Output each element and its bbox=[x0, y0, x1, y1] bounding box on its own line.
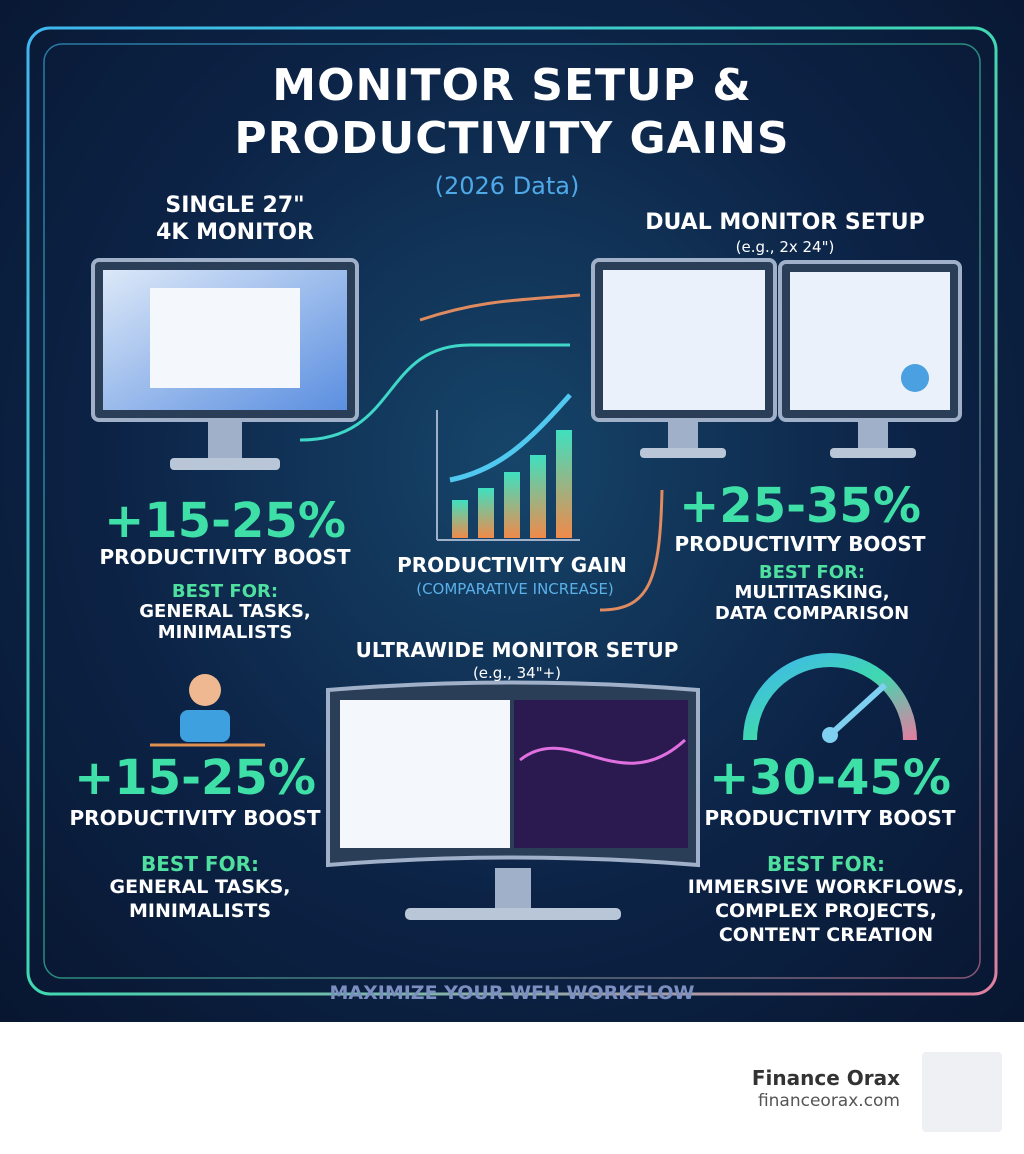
frame-inner bbox=[43, 43, 981, 979]
heading: 4K MONITOR bbox=[156, 220, 314, 245]
best-for-item: CONTENT CREATION bbox=[718, 924, 934, 946]
frame bbox=[26, 26, 998, 996]
best-for-label: BEST FOR: bbox=[767, 852, 885, 876]
boost-label: PRODUCTIVITY BOOST bbox=[69, 806, 321, 830]
boost: +15-25% bbox=[104, 493, 346, 549]
boost: +30-45% bbox=[709, 750, 951, 806]
dual-monitors bbox=[591, 258, 962, 458]
boost-label: PRODUCTIVITY BOOST bbox=[99, 545, 351, 569]
best-for-item: MULTITASKING, bbox=[734, 582, 890, 603]
title: MONITOR SETUP & bbox=[272, 60, 752, 111]
brand-url: financeorax.com bbox=[757, 1091, 900, 1111]
boost-label: PRODUCTIVITY BOOST bbox=[704, 806, 956, 830]
heading: DUAL MONITOR SETUP bbox=[645, 210, 925, 235]
best-for-item: IMMERSIVE WORKFLOWS, bbox=[687, 876, 965, 898]
best-for-item: COMPLEX PROJECTS, bbox=[715, 900, 937, 922]
heading: ULTRAWIDE MONITOR SETUP bbox=[355, 638, 679, 662]
best-for-label: BEST FOR: bbox=[171, 581, 279, 602]
best-for-item: GENERAL TASKS, bbox=[139, 601, 311, 622]
best-for-item: GENERAL TASKS, bbox=[109, 876, 291, 898]
brand-name: Finance Orax bbox=[751, 1066, 900, 1090]
boost-label: PRODUCTIVITY BOOST bbox=[674, 532, 926, 556]
ultrawide-monitor bbox=[326, 680, 700, 920]
decoration bbox=[26, 26, 998, 996]
gain-chart bbox=[436, 393, 580, 541]
brand-logo bbox=[922, 1052, 1002, 1132]
best-for-item: DATA COMPARISON bbox=[714, 603, 910, 624]
single-monitor bbox=[91, 258, 359, 470]
chart-label: PRODUCTIVITY GAIN bbox=[397, 553, 627, 577]
best-for-label: BEST FOR: bbox=[758, 562, 866, 583]
title: PRODUCTIVITY GAINS bbox=[234, 113, 790, 164]
best-for-label: BEST FOR: bbox=[141, 852, 259, 876]
heading: (e.g., 34"+) bbox=[472, 664, 562, 682]
best-for-item: MINIMALISTS bbox=[157, 622, 293, 643]
subtitle: (2026 Data) bbox=[434, 172, 580, 200]
infographic: MONITOR SETUP & PRODUCTIVITY GAINS (2026… bbox=[0, 0, 1024, 1022]
boost: +25-35% bbox=[679, 478, 921, 534]
chart-sublabel: (COMPARATIVE INCREASE) bbox=[416, 580, 614, 598]
person-icon bbox=[150, 674, 265, 747]
boost: +15-25% bbox=[74, 750, 316, 806]
heading: SINGLE 27" bbox=[165, 193, 305, 218]
tagline: MAXIMIZE YOUR WFH WORKFLOW bbox=[329, 982, 695, 1004]
heading: (e.g., 2x 24") bbox=[735, 238, 835, 256]
best-for-item: MINIMALISTS bbox=[128, 900, 272, 922]
gauge bbox=[743, 653, 917, 743]
